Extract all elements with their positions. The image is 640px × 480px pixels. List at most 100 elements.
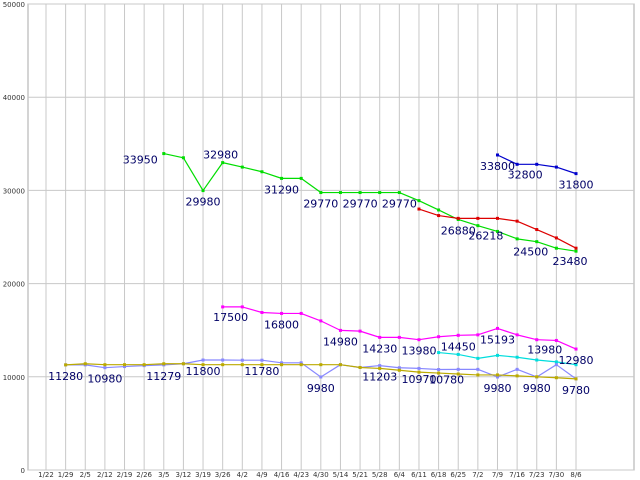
series-segment xyxy=(183,363,204,366)
series-segment xyxy=(124,365,145,368)
series-segment xyxy=(536,359,557,363)
series-segment xyxy=(418,367,439,371)
x-tick-label: 7/16 xyxy=(509,471,525,479)
series-segment xyxy=(517,375,537,378)
series-lines xyxy=(64,152,578,381)
series-segment xyxy=(497,374,518,377)
x-tick-label: 5/28 xyxy=(372,471,388,479)
series-segment xyxy=(340,329,361,332)
series-segment xyxy=(497,217,518,222)
y-tick-label: 30000 xyxy=(3,187,25,195)
data-point xyxy=(574,347,578,351)
x-tick-label: 4/16 xyxy=(274,471,290,479)
series-segment xyxy=(340,364,361,369)
y-tick-label: 40000 xyxy=(3,94,25,102)
x-tick-label: 4/23 xyxy=(293,471,309,479)
data-label: 11780 xyxy=(244,365,279,378)
x-tick-label: 3/26 xyxy=(215,471,231,479)
series-segment xyxy=(497,354,518,358)
data-label: 32800 xyxy=(508,168,543,181)
data-labels: 33950 29980 32980 31290 29770 29770 29770 26880… xyxy=(48,149,593,397)
series-segment xyxy=(536,163,557,168)
series-segment xyxy=(438,334,459,338)
series-segment xyxy=(458,218,479,227)
data-label: 11280 xyxy=(48,370,83,383)
x-tick-label: 4/2 xyxy=(237,471,248,479)
series-segment xyxy=(458,373,478,376)
series-segment xyxy=(399,191,420,202)
data-label: 26880 xyxy=(441,224,476,237)
data-label: 17500 xyxy=(213,311,248,324)
data-label: 13980 xyxy=(527,344,562,357)
series-segment xyxy=(536,364,557,378)
series-segment xyxy=(399,367,419,370)
data-label: 11279 xyxy=(146,370,181,383)
data-label: 29770 xyxy=(303,198,338,211)
series-segment xyxy=(320,364,341,378)
series-segment xyxy=(242,166,263,173)
series-segment xyxy=(242,306,263,314)
series-segment xyxy=(163,152,184,159)
data-label: 15193 xyxy=(480,333,515,346)
series-segment xyxy=(418,336,439,341)
data-point xyxy=(574,172,578,176)
series-segment xyxy=(261,359,282,364)
series-segment xyxy=(517,356,537,361)
data-label: 14980 xyxy=(323,335,358,348)
data-label: 10780 xyxy=(429,374,464,387)
x-tick-label: 1/22 xyxy=(38,471,54,479)
series-segment xyxy=(418,371,439,374)
y-tick-label: 0 xyxy=(21,467,25,475)
series-1 xyxy=(495,153,578,176)
data-label: 29980 xyxy=(186,196,221,209)
series-4 xyxy=(437,351,578,367)
series-segment xyxy=(477,327,498,336)
series-segment xyxy=(65,363,86,366)
series-segment xyxy=(144,363,164,366)
y-tick-label: 50000 xyxy=(3,1,25,9)
series-segment xyxy=(556,377,577,380)
x-tick-label: 1/29 xyxy=(58,471,74,479)
series-segment xyxy=(222,162,243,168)
data-label: 29770 xyxy=(343,198,378,211)
data-label: 33950 xyxy=(123,154,158,167)
series-segment xyxy=(497,368,518,378)
series-2 xyxy=(417,207,578,250)
x-tick-label: 2/5 xyxy=(80,471,91,479)
data-point xyxy=(574,249,578,253)
data-label: 31800 xyxy=(559,179,594,192)
data-label: 14230 xyxy=(362,342,397,355)
series-segment xyxy=(379,364,400,369)
series-segment xyxy=(261,311,282,315)
series-segment xyxy=(438,214,459,219)
x-tick-label: 6/4 xyxy=(394,471,406,479)
x-tick-label: 5/21 xyxy=(352,471,368,479)
x-tick-label: 6/11 xyxy=(411,471,427,479)
data-point xyxy=(574,363,578,367)
series-segment xyxy=(556,339,577,350)
series-segment xyxy=(536,339,557,342)
series-segment xyxy=(418,208,439,217)
x-tick-label: 7/9 xyxy=(492,471,503,479)
series-segment xyxy=(85,363,105,366)
series-segment xyxy=(359,330,380,338)
series-segment xyxy=(144,364,164,367)
series-segment xyxy=(85,364,105,369)
data-label: 9780 xyxy=(562,384,590,397)
data-label: 31290 xyxy=(264,183,299,196)
series-segment xyxy=(477,354,498,359)
series-segment xyxy=(497,327,518,336)
series-segment xyxy=(556,166,577,175)
series-segment xyxy=(536,228,557,239)
x-tick-label: 3/5 xyxy=(158,471,169,479)
data-label: 11800 xyxy=(186,365,221,378)
y-tick-label: 20000 xyxy=(3,281,25,289)
series-segment xyxy=(556,247,577,252)
series-6 xyxy=(64,362,578,381)
series-segment xyxy=(516,220,537,231)
series-segment xyxy=(516,368,537,378)
data-label: 29770 xyxy=(382,198,417,211)
data-label: 14450 xyxy=(441,340,476,353)
x-tick-label: 7/30 xyxy=(549,471,565,479)
series-segment xyxy=(477,225,498,232)
